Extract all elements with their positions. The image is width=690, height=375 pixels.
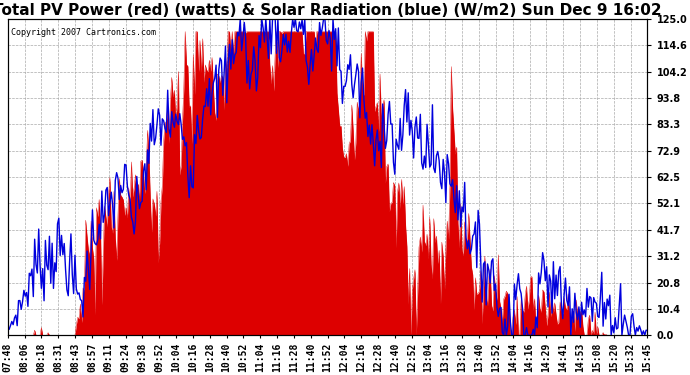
Text: Copyright 2007 Cartronics.com: Copyright 2007 Cartronics.com [11, 28, 156, 38]
Title: Total PV Power (red) (watts) & Solar Radiation (blue) (W/m2) Sun Dec 9 16:02: Total PV Power (red) (watts) & Solar Rad… [0, 3, 662, 18]
